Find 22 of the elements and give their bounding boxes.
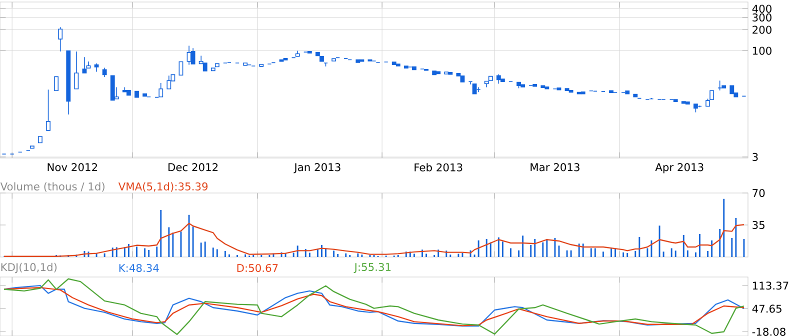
y-tick-label: 35: [752, 220, 764, 230]
y-tick-label: -18.08: [752, 328, 786, 336]
text: D:50.67: [237, 264, 278, 272]
y-tick-label: 100: [752, 46, 772, 55]
y-tick-label: 3: [752, 152, 758, 161]
chart-title: KDJ(10,1d): [1, 262, 57, 274]
y-tick-label: 400: [752, 4, 772, 13]
x-tick-label: Feb 2013: [414, 163, 462, 172]
y-tick-label: 300: [752, 13, 772, 22]
y-tick-label: 200: [752, 26, 772, 34]
y-tick-label: 47.65: [752, 304, 782, 313]
x-tick-label: Jan 2013: [294, 163, 340, 174]
x-tick-label: Apr 2013: [655, 163, 704, 174]
y-tick-label: 113.37: [752, 282, 788, 290]
x-tick-label: Mar 2013: [530, 163, 580, 172]
text: VMA(5,1d):35.39: [118, 182, 208, 192]
chart-title: Volume (thous / 1d): [0, 182, 104, 192]
x-tick-label: Nov 2012: [48, 163, 97, 172]
x-tick-label: Dec 2012: [168, 163, 218, 172]
text: J:55.31: [354, 262, 391, 274]
y-tick-label: 70: [752, 188, 765, 198]
text: K:48.34: [119, 264, 159, 272]
